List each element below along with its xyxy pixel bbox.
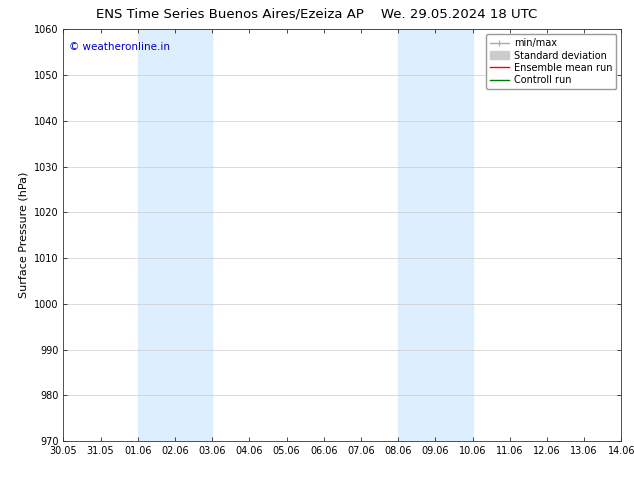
Text: ENS Time Series Buenos Aires/Ezeiza AP    We. 29.05.2024 18 UTC: ENS Time Series Buenos Aires/Ezeiza AP W… [96, 7, 538, 21]
Bar [398, 29, 472, 441]
Bar [138, 29, 212, 441]
Y-axis label: Surface Pressure (hPa): Surface Pressure (hPa) [18, 172, 29, 298]
Legend: min/max, Standard deviation, Ensemble mean run, Controll run: min/max, Standard deviation, Ensemble me… [486, 34, 616, 89]
Text: © weatheronline.in: © weatheronline.in [69, 42, 170, 52]
